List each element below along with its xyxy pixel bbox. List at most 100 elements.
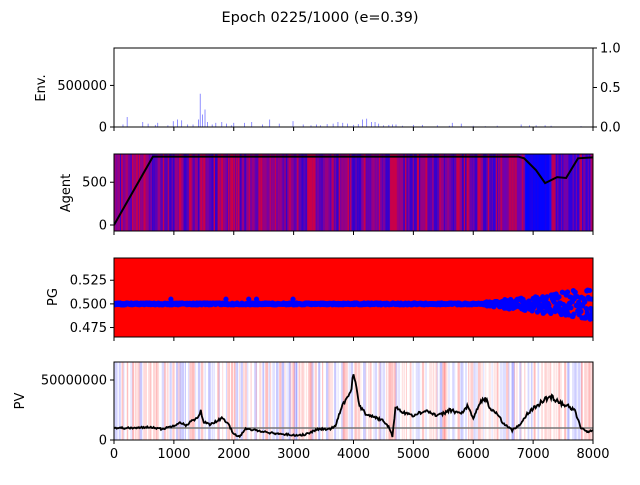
pg-point bbox=[578, 308, 584, 315]
pv-stripe bbox=[281, 362, 285, 440]
agent-stripe bbox=[208, 154, 212, 231]
env-panel: 0 500000 0.0 0.5 1.0 Env. bbox=[34, 42, 621, 136]
x-tick-label: 4000 bbox=[337, 447, 370, 462]
agent-stripe bbox=[318, 154, 322, 231]
pv-stripe bbox=[473, 362, 476, 440]
pv-stripe bbox=[395, 362, 398, 440]
agent-stripe bbox=[469, 154, 471, 231]
pv-stripe bbox=[558, 362, 561, 440]
pv-stripe bbox=[493, 362, 496, 440]
pv-stripe bbox=[254, 362, 258, 440]
pv-stripe bbox=[519, 362, 522, 440]
agent-stripe bbox=[420, 154, 423, 231]
pv-stripe bbox=[245, 362, 247, 440]
agent-stripe bbox=[301, 154, 304, 231]
agent-stripe bbox=[174, 154, 177, 231]
pv-stripe bbox=[296, 362, 298, 440]
agent-stripe bbox=[219, 154, 223, 231]
pv-stripe bbox=[286, 362, 288, 440]
pv-stripe bbox=[446, 362, 448, 440]
pg-point bbox=[590, 316, 593, 322]
pv-stripe bbox=[439, 362, 443, 440]
agent-stripe bbox=[304, 154, 305, 231]
agent-stripe bbox=[282, 154, 286, 231]
agent-stripe bbox=[277, 154, 280, 231]
env-ylabel: Env. bbox=[34, 74, 49, 101]
env-right-ticks: 0.0 0.5 1.0 bbox=[593, 42, 621, 136]
y-tick-label: 0 bbox=[99, 121, 107, 136]
pg-point bbox=[572, 289, 578, 295]
pg-point bbox=[582, 299, 588, 305]
pv-stripe bbox=[448, 362, 450, 440]
pv-stripe bbox=[496, 362, 499, 440]
x-tick-label: 3000 bbox=[277, 447, 310, 462]
pv-stripe bbox=[577, 362, 580, 440]
pv-stripe bbox=[436, 362, 439, 440]
agent-stripe bbox=[239, 154, 242, 231]
agent-stripe bbox=[505, 154, 507, 231]
agent-stripe bbox=[434, 154, 438, 231]
pv-stripe bbox=[432, 362, 435, 440]
agent-stripe bbox=[385, 154, 388, 231]
pv-stripe bbox=[155, 362, 158, 440]
agent-stripe bbox=[353, 154, 356, 231]
agent-stripe bbox=[352, 154, 354, 231]
agent-stripe bbox=[463, 154, 466, 231]
x-axis-ticks: 0 1000 2000 3000 4000 5000 6000 7000 8000 bbox=[110, 127, 610, 462]
agent-stripe bbox=[573, 154, 576, 231]
agent-stripe bbox=[474, 154, 478, 231]
pv-stripe bbox=[130, 362, 133, 440]
agent-ylabel: Agent bbox=[59, 174, 74, 212]
agent-stripe bbox=[369, 154, 372, 231]
pv-stripe bbox=[148, 362, 152, 440]
agent-stripe bbox=[293, 154, 296, 231]
agent-stripe bbox=[167, 154, 169, 231]
pg-point bbox=[548, 310, 554, 316]
pv-stripe bbox=[503, 362, 506, 440]
pv-stripe bbox=[460, 362, 462, 440]
agent-stripe bbox=[298, 154, 301, 231]
agent-stripe bbox=[387, 154, 390, 231]
agent-stripe bbox=[226, 154, 229, 231]
agent-stripe bbox=[480, 154, 483, 231]
agent-stripe bbox=[456, 154, 460, 231]
agent-stripe bbox=[500, 154, 503, 231]
x-tick-label: 6000 bbox=[457, 447, 490, 462]
pv-stripe bbox=[393, 362, 397, 440]
x-tick-label: 1000 bbox=[157, 447, 190, 462]
agent-stripe bbox=[191, 154, 193, 231]
agent-stripe bbox=[338, 154, 340, 231]
agent-stripe bbox=[263, 154, 267, 231]
pg-point bbox=[547, 306, 553, 313]
agent-stripe bbox=[416, 154, 421, 231]
agent-stripe bbox=[273, 154, 275, 231]
pv-stripe bbox=[137, 362, 141, 440]
pg-point bbox=[571, 311, 577, 317]
agent-stripe bbox=[203, 154, 206, 231]
pv-stripe bbox=[275, 362, 279, 440]
agent-stripe bbox=[202, 154, 205, 231]
pv-stripe bbox=[235, 362, 238, 440]
agent-stripe bbox=[562, 154, 564, 231]
agent-stripe bbox=[313, 154, 316, 231]
agent-stripe bbox=[393, 154, 396, 231]
y-tick-label: 0.500 bbox=[70, 297, 107, 312]
pv-stripe bbox=[415, 362, 419, 440]
pg-point bbox=[556, 294, 562, 300]
pv-stripe bbox=[398, 362, 400, 440]
pv-stripe bbox=[184, 362, 186, 440]
pv-stripe bbox=[579, 362, 582, 440]
agent-stripe bbox=[217, 154, 221, 231]
agent-stripe bbox=[172, 154, 175, 231]
pv-stripe bbox=[510, 362, 514, 440]
agent-stripe bbox=[503, 154, 506, 231]
pv-stripe bbox=[213, 362, 215, 440]
agent-stripe bbox=[565, 154, 568, 231]
agent-stripe bbox=[450, 154, 454, 231]
agent-stripe bbox=[252, 154, 255, 231]
pv-y-ticks: 0 50000000 bbox=[41, 374, 114, 449]
agent-stripe bbox=[241, 154, 245, 231]
pv-stripe bbox=[309, 362, 313, 440]
pv-stripe bbox=[340, 362, 344, 440]
